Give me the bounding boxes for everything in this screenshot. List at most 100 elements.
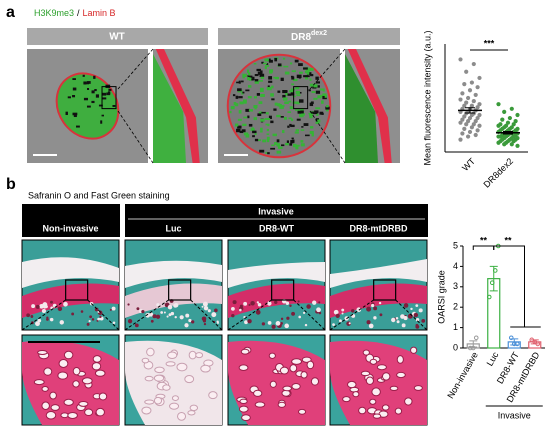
- cell: [403, 303, 409, 308]
- chondrocyte: [67, 411, 78, 419]
- speckle: [296, 118, 301, 121]
- speckle: [300, 143, 305, 147]
- cell: [94, 307, 99, 312]
- cell: [333, 309, 339, 315]
- speckle: [273, 76, 278, 79]
- cell: [368, 323, 374, 329]
- speckle: [276, 139, 280, 143]
- speckle: [261, 61, 264, 64]
- speckle: [98, 104, 103, 107]
- zoom-line: [21, 299, 66, 331]
- chondrocyte: [91, 362, 102, 371]
- cell: [111, 306, 116, 311]
- speckle: [296, 94, 301, 97]
- cell: [378, 301, 382, 305]
- speckle: [290, 92, 295, 96]
- chondrocyte: [141, 406, 152, 415]
- cell: [413, 312, 419, 318]
- speckle: [73, 114, 77, 118]
- cell: [391, 317, 396, 323]
- data-point: [475, 105, 480, 110]
- data-point: [477, 102, 482, 107]
- chondrocyte: [49, 391, 57, 400]
- chondrocyte: [154, 366, 165, 374]
- speckle: [287, 93, 292, 96]
- chondrocyte: [153, 374, 165, 382]
- speckle: [284, 71, 290, 75]
- speckle: [243, 132, 249, 136]
- speckle: [274, 142, 278, 145]
- speckle: [264, 66, 267, 70]
- speckle: [252, 76, 255, 81]
- speckle: [272, 133, 277, 137]
- data-point: [511, 122, 516, 127]
- data-point: [458, 57, 463, 62]
- speckle: [290, 118, 294, 122]
- error-bar: [503, 130, 513, 135]
- cell: [211, 312, 217, 318]
- cell: [173, 303, 179, 308]
- speckle: [308, 89, 311, 92]
- zoom-line: [87, 299, 120, 331]
- zoom-line: [395, 299, 428, 331]
- chondrocyte: [279, 366, 289, 375]
- chondrocyte: [81, 377, 93, 385]
- chondrocyte: [50, 404, 60, 411]
- cell: [201, 305, 204, 308]
- speckle: [274, 102, 278, 106]
- data-point: [471, 98, 476, 104]
- cell: [248, 303, 251, 307]
- speckle: [254, 74, 259, 77]
- chondrocyte: [238, 364, 249, 372]
- cell: [80, 310, 84, 313]
- speckle: [288, 117, 292, 120]
- chondrocyte: [254, 401, 266, 408]
- data-point: [460, 91, 465, 96]
- speckle: [289, 90, 295, 93]
- speckle: [263, 62, 268, 65]
- crop-red: [347, 49, 392, 163]
- data-point: [462, 114, 467, 119]
- speckle: [310, 101, 314, 104]
- speckle: [254, 138, 259, 142]
- speckle: [271, 98, 275, 101]
- speckle: [309, 83, 314, 87]
- chondrocyte: [60, 412, 69, 419]
- cell: [371, 303, 375, 308]
- chondrocyte: [241, 414, 251, 422]
- speckle: [243, 101, 247, 104]
- stain-legend: H3K9me3/Lamin B: [34, 8, 116, 18]
- zoom-box: [271, 279, 295, 301]
- data-point: [496, 134, 501, 139]
- speckle: [260, 130, 263, 133]
- data-point: [469, 80, 474, 85]
- cell: [163, 311, 166, 314]
- cell: [202, 301, 208, 307]
- chondrocyte: [58, 359, 69, 368]
- cell: [316, 307, 321, 313]
- speckle: [241, 129, 246, 133]
- data-point: [473, 119, 478, 124]
- data-point: [492, 268, 498, 273]
- chondrocyte: [171, 395, 179, 401]
- speckle: [242, 73, 247, 77]
- speckle: [289, 106, 293, 110]
- cell: [35, 321, 40, 327]
- speckle: [256, 93, 260, 96]
- data-point: [475, 85, 480, 90]
- speckle: [276, 143, 281, 147]
- zoom-line: [329, 299, 374, 331]
- data-point: [529, 337, 535, 343]
- data-point: [511, 139, 516, 144]
- speckle: [67, 96, 71, 99]
- cell: [31, 304, 36, 309]
- speckle: [292, 143, 297, 148]
- speckle: [326, 104, 329, 108]
- data-point: [462, 82, 467, 87]
- cartilage: [330, 259, 427, 288]
- speckle: [292, 95, 296, 98]
- speckle: [282, 130, 285, 134]
- cell: [99, 315, 102, 319]
- speckle: [281, 144, 285, 147]
- speckle: [305, 70, 310, 73]
